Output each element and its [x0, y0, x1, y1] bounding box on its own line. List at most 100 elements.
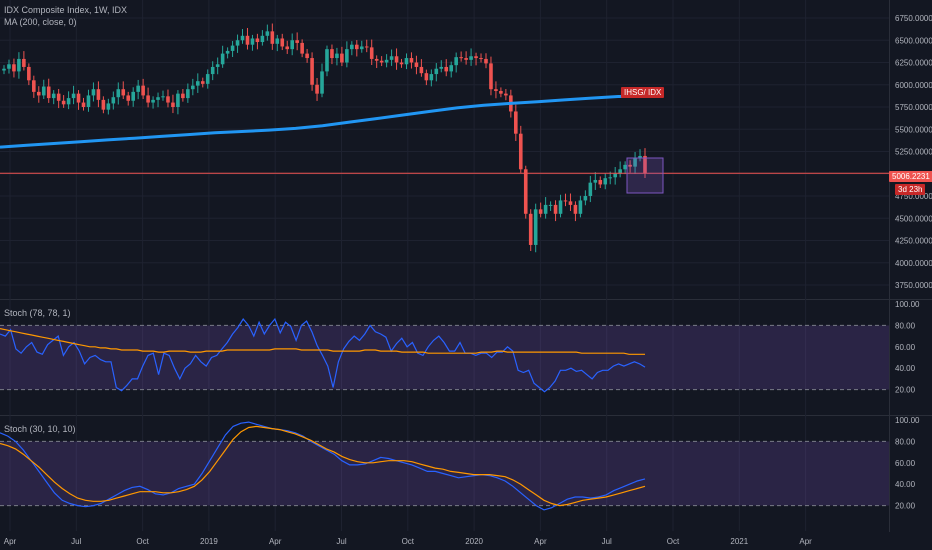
candle-body: [156, 97, 160, 100]
candle: [200, 77, 205, 88]
candle-body: [538, 209, 543, 214]
candle: [46, 78, 51, 103]
candle-body: [608, 177, 613, 179]
candle: [121, 81, 126, 99]
candle: [27, 63, 31, 86]
candle-body: [643, 155, 647, 174]
candle-body: [518, 133, 523, 170]
candle: [250, 34, 255, 51]
x-tick-label: Oct: [402, 537, 415, 546]
candle: [146, 87, 150, 108]
candle-body: [598, 179, 603, 185]
candle: [399, 58, 404, 68]
candle: [479, 53, 483, 63]
candle-body: [439, 66, 444, 69]
stoch-y-tick-label: 80.00: [895, 437, 916, 446]
candle-body: [484, 58, 488, 64]
candle: [434, 63, 439, 82]
candle: [56, 89, 61, 109]
highlight-box: [626, 157, 664, 194]
stoch2-series[interactable]: [0, 421, 646, 511]
candle-body: [379, 60, 384, 63]
candle: [369, 39, 374, 65]
candle-body: [151, 99, 155, 103]
candle: [543, 197, 548, 219]
candle: [136, 79, 140, 100]
candle-body: [504, 93, 508, 96]
candle: [354, 40, 359, 57]
candle-body: [141, 85, 145, 96]
candle: [141, 78, 145, 99]
stoch-d-line: [0, 425, 646, 507]
candle-body: [593, 179, 598, 183]
candle: [469, 48, 473, 66]
candle: [598, 176, 603, 188]
candle-body: [176, 93, 180, 107]
x-tick-label: Apr: [4, 537, 17, 546]
candle: [205, 69, 210, 89]
candle-body: [499, 90, 503, 94]
candle: [514, 104, 518, 141]
candle: [171, 94, 175, 114]
candle: [528, 209, 533, 252]
candle-body: [27, 66, 31, 81]
candle-body: [633, 157, 637, 167]
candle: [220, 45, 225, 68]
candle: [350, 41, 354, 56]
candle-body: [76, 93, 81, 103]
candle: [22, 51, 26, 71]
candle: [61, 95, 66, 108]
candle-body: [350, 44, 354, 50]
ma-label: MA (200, close, 0): [4, 17, 77, 27]
y-tick-label: 6000.0000: [895, 81, 932, 90]
candle-body: [22, 58, 26, 67]
candle-body: [494, 89, 498, 91]
candle-body: [613, 173, 617, 178]
candle: [300, 39, 304, 58]
candle: [305, 48, 309, 63]
candle: [454, 52, 458, 73]
stoch-y-tick-label: 40.00: [895, 480, 916, 489]
candle-body: [200, 81, 205, 84]
candle-body: [186, 89, 190, 99]
candle: [181, 89, 185, 102]
stoch-y-tick-label: 20.00: [895, 502, 916, 511]
candle: [71, 85, 76, 105]
y-tick-label: 4250.0000: [895, 237, 932, 246]
candle-body: [285, 46, 290, 50]
candle: [325, 45, 329, 77]
stoch1-series[interactable]: [0, 317, 646, 393]
ma200-series[interactable]: [0, 94, 646, 149]
candle-body: [66, 98, 71, 105]
candle-body: [434, 68, 439, 75]
candle-body: [429, 74, 434, 81]
candle: [131, 87, 135, 107]
candle-body: [340, 53, 344, 63]
candle: [285, 40, 290, 54]
stoch-y-tick-label: 80.00: [895, 321, 916, 330]
candle: [394, 48, 399, 70]
candle-body: [300, 42, 304, 54]
candle-body: [444, 66, 449, 72]
candle: [518, 125, 523, 173]
x-tick-label: 2020: [465, 537, 483, 546]
candle-body: [305, 53, 309, 59]
candle-body: [191, 85, 195, 90]
x-tick-label: Apr: [269, 537, 282, 546]
candle-body: [116, 89, 121, 98]
candle-body: [424, 73, 429, 81]
symbol-badge[interactable]: IHSG/ IDX: [621, 87, 665, 98]
candle: [583, 190, 588, 206]
candle: [195, 73, 200, 93]
candle: [265, 24, 270, 41]
candle-body: [548, 204, 553, 206]
candle-body: [290, 40, 295, 50]
candle-body: [409, 58, 414, 63]
candle: [96, 81, 101, 108]
candle-body: [315, 84, 319, 94]
candle: [419, 59, 424, 77]
candle-body: [359, 46, 364, 50]
candle-body: [618, 169, 622, 174]
